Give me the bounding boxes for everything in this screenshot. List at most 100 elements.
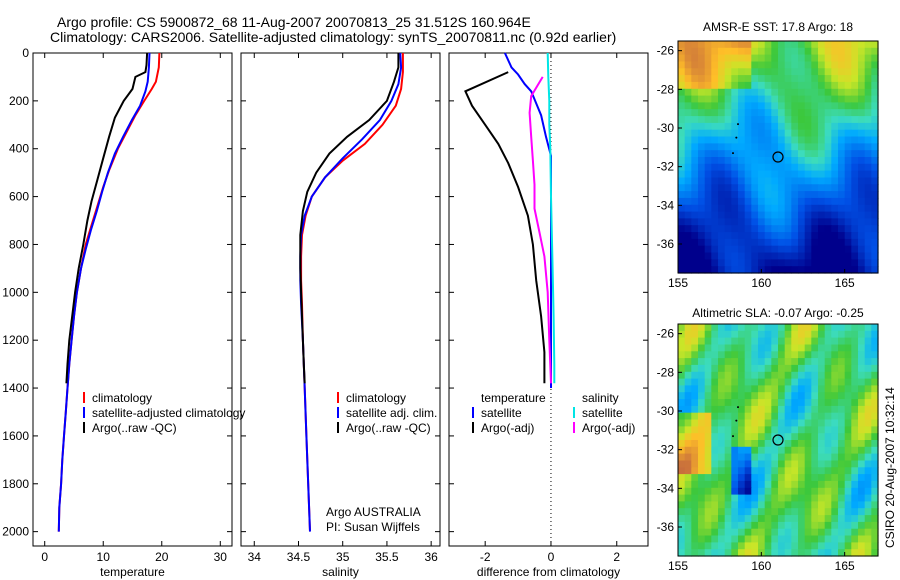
map-cell (804, 266, 812, 274)
map-cell (738, 412, 746, 421)
map-cell (844, 330, 852, 339)
map-cell (691, 191, 699, 199)
map-cell (691, 467, 699, 475)
map-cell (871, 163, 879, 172)
map-cell (871, 535, 879, 543)
map-cell (871, 47, 879, 56)
map-cell (758, 170, 766, 178)
map-cell (731, 75, 739, 83)
map-cell (751, 184, 759, 192)
map-cell (704, 54, 712, 62)
map-cell (704, 515, 712, 523)
map-cell (871, 324, 879, 332)
map-cell (758, 515, 766, 523)
map-cell (731, 95, 739, 103)
map-cell (764, 330, 772, 339)
map-cell (838, 419, 846, 427)
map-frame-2 (677, 323, 879, 557)
map-cell (684, 177, 692, 185)
map-cell (771, 75, 779, 83)
map-cell (738, 358, 746, 366)
map-cell (804, 344, 812, 352)
map-cell (698, 157, 706, 165)
map-cell (811, 75, 819, 83)
map-cell (811, 358, 819, 366)
map-cell (831, 47, 839, 56)
map-cell (811, 191, 819, 199)
map-cell (871, 232, 879, 240)
map-cell (778, 426, 786, 434)
map-cell (804, 515, 812, 523)
map-cell (871, 116, 879, 124)
map-cell (851, 191, 859, 199)
y-tick-label: 0 (22, 46, 29, 60)
map-cell (764, 521, 772, 530)
map-cell (784, 252, 792, 260)
map-cell (718, 204, 726, 213)
map-cell (838, 122, 846, 131)
map-cell (831, 324, 839, 332)
map-cell (698, 136, 706, 144)
map-cell (864, 54, 872, 62)
map-cell (678, 392, 686, 400)
map-cell (764, 41, 772, 49)
map-cell (738, 535, 746, 543)
map-cell (684, 252, 692, 260)
map-cell (838, 460, 846, 468)
map-cell (678, 252, 686, 260)
map-cell (778, 528, 786, 537)
map-cell (831, 528, 839, 537)
map-cell (778, 405, 786, 414)
map-cell (824, 184, 832, 192)
map-cell (804, 405, 812, 414)
map-cell (858, 61, 866, 69)
map-cell (678, 535, 686, 543)
map-cell (684, 460, 692, 468)
map-cell (778, 252, 786, 260)
map-cell (818, 385, 826, 393)
map-cell (804, 392, 812, 400)
map-cell (744, 238, 752, 247)
map-cell (711, 453, 719, 461)
map-cell (778, 88, 786, 97)
map-cell (858, 433, 866, 441)
map-cell (811, 266, 819, 274)
map-cell (851, 501, 859, 509)
map-cell (864, 405, 872, 414)
map-cell (738, 211, 746, 219)
map-cell (804, 446, 812, 455)
map-cell (751, 364, 759, 373)
map-cell (731, 515, 739, 523)
map-cell (798, 542, 806, 550)
map-cell (858, 204, 866, 213)
map-cell (804, 259, 812, 267)
map-cell (864, 392, 872, 400)
map-cell (744, 245, 752, 254)
map-cell (804, 218, 812, 226)
map-cell (791, 480, 799, 489)
map-cell (724, 494, 732, 502)
map-cell (731, 494, 739, 502)
map-cell (791, 61, 799, 69)
map-cell (678, 143, 686, 151)
map-cell (704, 61, 712, 69)
map-cell (751, 528, 759, 537)
map-cell (831, 364, 839, 373)
map-cell (824, 61, 832, 69)
map-cell (744, 116, 752, 124)
map-cell (851, 419, 859, 427)
map-cell (771, 238, 779, 247)
map-cell (804, 494, 812, 502)
map-cell (758, 330, 766, 339)
map-cell (831, 351, 839, 359)
map-cell (851, 150, 859, 158)
map-cell (758, 460, 766, 468)
map-cell (698, 68, 706, 76)
map-cell (844, 81, 852, 90)
map-cell (738, 225, 746, 233)
map-cell (698, 197, 706, 206)
map-cell (771, 344, 779, 352)
map-cell (751, 440, 759, 448)
map-cell (784, 184, 792, 192)
map-cell (851, 122, 859, 131)
